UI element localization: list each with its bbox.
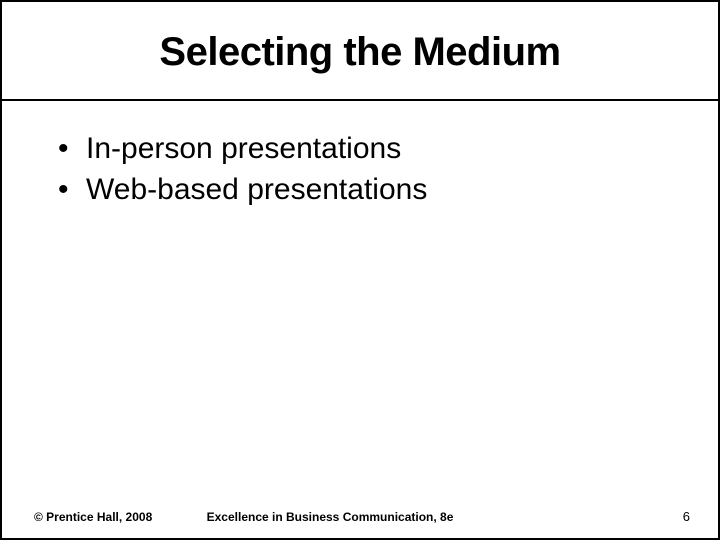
bullet-item: Web-based presentations	[58, 170, 678, 211]
footer-region: © Prentice Hall, 2008 Excellence in Busi…	[2, 509, 718, 524]
slide-frame: Selecting the Medium In-person presentat…	[0, 0, 720, 540]
bullet-list: In-person presentations Web-based presen…	[58, 129, 678, 210]
slide-title: Selecting the Medium	[22, 30, 698, 75]
footer-book-title: Excellence in Business Communication, 8e	[207, 510, 454, 524]
content-region: In-person presentations Web-based presen…	[2, 101, 718, 538]
footer-page-number: 6	[683, 509, 690, 524]
footer-copyright: © Prentice Hall, 2008	[34, 510, 152, 524]
title-region: Selecting the Medium	[2, 2, 718, 101]
bullet-item: In-person presentations	[58, 129, 678, 170]
